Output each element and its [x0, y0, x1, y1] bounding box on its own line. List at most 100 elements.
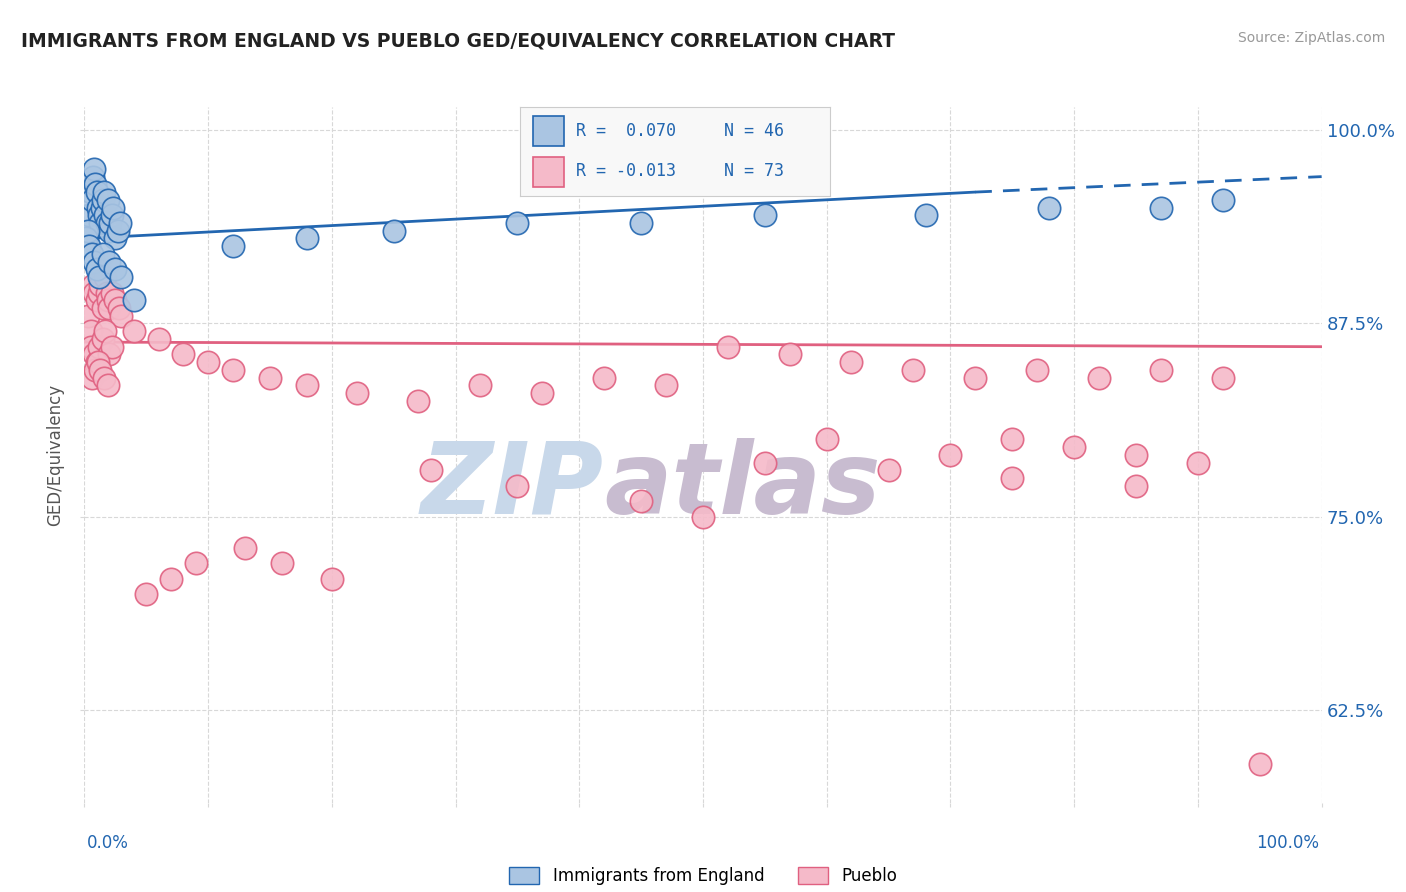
- Point: [160, 572, 183, 586]
- Point: [1249, 757, 1271, 772]
- Text: R =  0.070: R = 0.070: [576, 122, 676, 140]
- Text: ZIP: ZIP: [420, 438, 605, 534]
- Point: [93, 185, 115, 199]
- Point: [89, 277, 111, 292]
- Point: [172, 347, 194, 361]
- Text: IMMIGRANTS FROM ENGLAND VS PUEBLO GED/EQUIVALENCY CORRELATION CHART: IMMIGRANTS FROM ENGLAND VS PUEBLO GED/EQ…: [21, 31, 896, 50]
- Point: [1063, 440, 1085, 454]
- Text: 100.0%: 100.0%: [1256, 834, 1319, 852]
- Point: [692, 509, 714, 524]
- Point: [86, 185, 108, 199]
- Point: [321, 572, 343, 586]
- Point: [717, 340, 740, 354]
- FancyBboxPatch shape: [533, 157, 564, 187]
- Point: [98, 254, 121, 268]
- Point: [110, 216, 132, 230]
- Point: [1150, 201, 1173, 215]
- Point: [104, 293, 127, 308]
- Text: R = -0.013: R = -0.013: [576, 162, 676, 180]
- Point: [754, 456, 776, 470]
- Point: [222, 363, 245, 377]
- Legend: Immigrants from England, Pueblo: Immigrants from England, Pueblo: [509, 867, 897, 885]
- Point: [1001, 433, 1024, 447]
- Point: [91, 193, 114, 207]
- Point: [94, 324, 117, 338]
- Point: [80, 370, 103, 384]
- Point: [1150, 363, 1173, 377]
- Point: [939, 448, 962, 462]
- Point: [86, 262, 108, 277]
- Point: [122, 293, 145, 308]
- Point: [98, 347, 121, 361]
- Point: [346, 386, 368, 401]
- Point: [91, 247, 114, 261]
- Point: [100, 208, 122, 222]
- Text: N = 73: N = 73: [724, 162, 785, 180]
- Point: [94, 270, 117, 285]
- Point: [98, 301, 121, 315]
- Point: [89, 363, 111, 377]
- Point: [531, 386, 554, 401]
- Point: [80, 247, 103, 261]
- Point: [419, 463, 441, 477]
- Point: [914, 208, 936, 222]
- Point: [107, 224, 129, 238]
- Point: [104, 231, 127, 245]
- Point: [86, 355, 108, 369]
- Point: [222, 239, 245, 253]
- Point: [506, 479, 529, 493]
- Point: [593, 370, 616, 384]
- Point: [83, 161, 105, 176]
- Point: [197, 355, 219, 369]
- Point: [779, 347, 801, 361]
- Point: [110, 270, 132, 285]
- Point: [1038, 201, 1060, 215]
- Point: [97, 293, 120, 308]
- Point: [87, 201, 110, 215]
- Y-axis label: GED/Equivalency: GED/Equivalency: [46, 384, 65, 526]
- Text: N = 46: N = 46: [724, 122, 785, 140]
- Point: [89, 340, 111, 354]
- Point: [82, 277, 104, 292]
- Point: [271, 556, 294, 570]
- Point: [1125, 479, 1147, 493]
- Point: [79, 208, 101, 222]
- Point: [79, 239, 101, 253]
- Point: [506, 216, 529, 230]
- Point: [91, 332, 114, 346]
- Point: [1212, 193, 1234, 207]
- Point: [84, 178, 107, 192]
- Point: [1125, 448, 1147, 462]
- Point: [98, 224, 121, 238]
- Point: [108, 301, 131, 315]
- Point: [89, 270, 111, 285]
- Point: [295, 231, 318, 245]
- Point: [1001, 471, 1024, 485]
- Point: [655, 378, 678, 392]
- Point: [79, 185, 101, 199]
- Point: [101, 201, 124, 215]
- Point: [83, 254, 105, 268]
- Point: [86, 293, 108, 308]
- Text: atlas: atlas: [605, 438, 880, 534]
- Point: [96, 216, 118, 230]
- Point: [877, 463, 900, 477]
- Point: [100, 285, 122, 300]
- Point: [630, 494, 652, 508]
- Point: [90, 201, 112, 215]
- Point: [76, 231, 98, 245]
- Point: [470, 378, 492, 392]
- Point: [91, 301, 114, 315]
- Point: [135, 587, 157, 601]
- Point: [754, 208, 776, 222]
- Point: [259, 370, 281, 384]
- Point: [77, 309, 100, 323]
- Text: Source: ZipAtlas.com: Source: ZipAtlas.com: [1237, 31, 1385, 45]
- Point: [94, 208, 117, 222]
- Point: [84, 363, 107, 377]
- Point: [1212, 370, 1234, 384]
- Point: [184, 556, 207, 570]
- Point: [80, 193, 103, 207]
- Point: [295, 378, 318, 392]
- Point: [1088, 370, 1111, 384]
